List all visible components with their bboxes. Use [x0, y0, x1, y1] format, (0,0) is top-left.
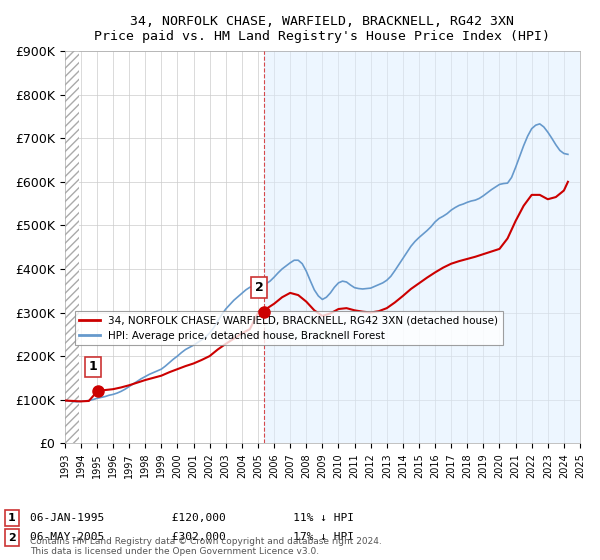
- Text: 2: 2: [255, 281, 263, 294]
- Line: HPI: Average price, detached house, Bracknell Forest: HPI: Average price, detached house, Brac…: [65, 124, 568, 402]
- 34, NORFOLK CHASE, WARFIELD, BRACKNELL, RG42 3XN (detached house): [77, 398, 85, 405]
- Text: 1: 1: [8, 513, 16, 523]
- HPI: Average price, detached house, Bracknell Forest: (2.02e+03, 7.33e+05): Average price, detached house, Bracknell…: [536, 120, 544, 127]
- HPI: Average price, detached house, Bracknell Forest: (1.99e+03, 9.5e+04): Average price, detached house, Bracknell…: [73, 399, 80, 405]
- Text: 06-MAY-2005          £302,000          17% ↓ HPI: 06-MAY-2005 £302,000 17% ↓ HPI: [30, 533, 354, 543]
- HPI: Average price, detached house, Bracknell Forest: (1.99e+03, 9.8e+04): Average price, detached house, Bracknell…: [61, 397, 68, 404]
- 34, NORFOLK CHASE, WARFIELD, BRACKNELL, RG42 3XN (detached house): [391, 299, 398, 306]
- Text: Contains HM Land Registry data © Crown copyright and database right 2024.
This d: Contains HM Land Registry data © Crown c…: [30, 537, 382, 557]
- Line: 34, NORFOLK CHASE, WARFIELD, BRACKNELL, RG42 3XN (detached house): 34, NORFOLK CHASE, WARFIELD, BRACKNELL, …: [65, 182, 568, 402]
- Legend: 34, NORFOLK CHASE, WARFIELD, BRACKNELL, RG42 3XN (detached house), HPI: Average : 34, NORFOLK CHASE, WARFIELD, BRACKNELL, …: [75, 311, 503, 345]
- 34, NORFOLK CHASE, WARFIELD, BRACKNELL, RG42 3XN (detached house): [278, 294, 286, 301]
- Title: 34, NORFOLK CHASE, WARFIELD, BRACKNELL, RG42 3XN
Price paid vs. HM Land Registry: 34, NORFOLK CHASE, WARFIELD, BRACKNELL, …: [94, 15, 550, 43]
- 34, NORFOLK CHASE, WARFIELD, BRACKNELL, RG42 3XN (detached house): [399, 292, 406, 299]
- Bar: [264, 51, 580, 443]
- 34, NORFOLK CHASE, WARFIELD, BRACKNELL, RG42 3XN (detached house): [351, 307, 358, 314]
- Text: 1: 1: [88, 361, 97, 374]
- 34, NORFOLK CHASE, WARFIELD, BRACKNELL, RG42 3XN (detached house): [61, 397, 68, 404]
- HPI: Average price, detached house, Bracknell Forest: (2.02e+03, 6.63e+05): Average price, detached house, Bracknell…: [565, 151, 572, 158]
- HPI: Average price, detached house, Bracknell Forest: (2.01e+03, 3.55e+05): Average price, detached house, Bracknell…: [363, 285, 370, 292]
- Text: 06-JAN-1995          £120,000          11% ↓ HPI: 06-JAN-1995 £120,000 11% ↓ HPI: [30, 513, 354, 523]
- Bar: [65, 51, 79, 443]
- 34, NORFOLK CHASE, WARFIELD, BRACKNELL, RG42 3XN (detached house): [134, 379, 141, 386]
- HPI: Average price, detached house, Bracknell Forest: (2e+03, 2.31e+05): Average price, detached house, Bracknell…: [194, 339, 201, 346]
- 34, NORFOLK CHASE, WARFIELD, BRACKNELL, RG42 3XN (detached house): [319, 312, 326, 319]
- HPI: Average price, detached house, Bracknell Forest: (2.01e+03, 3.64e+05): Average price, detached house, Bracknell…: [375, 281, 382, 288]
- HPI: Average price, detached house, Bracknell Forest: (2.01e+03, 3.95e+05): Average price, detached house, Bracknell…: [302, 268, 310, 274]
- HPI: Average price, detached house, Bracknell Forest: (2e+03, 1.05e+05): Average price, detached house, Bracknell…: [97, 394, 104, 401]
- HPI: Average price, detached house, Bracknell Forest: (2.01e+03, 4.24e+05): Average price, detached house, Bracknell…: [399, 255, 406, 262]
- 34, NORFOLK CHASE, WARFIELD, BRACKNELL, RG42 3XN (detached house): [565, 179, 572, 185]
- Text: 2: 2: [8, 533, 16, 543]
